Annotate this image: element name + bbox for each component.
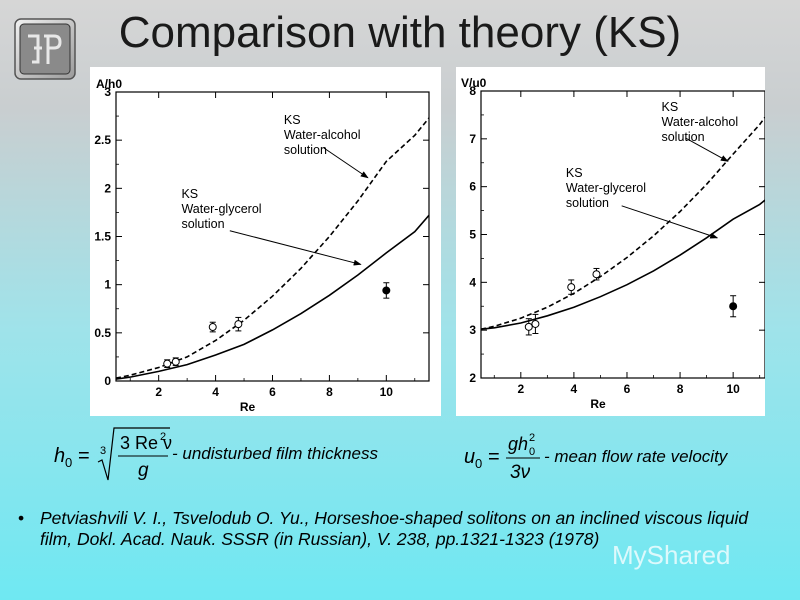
plot-frame — [115, 91, 430, 382]
x-tick-label: 4 — [571, 382, 578, 396]
theory-curve-solid — [481, 199, 765, 330]
x-tick-label: 8 — [326, 385, 333, 399]
formula-denominator: g — [138, 460, 149, 481]
y-tick-label: 6 — [469, 180, 476, 194]
data-point-open — [592, 270, 601, 279]
caption-mean-velocity: - mean flow rate velocity — [544, 447, 728, 466]
film-thickness-equation: h 0 = 3 3 Re ν 2 g — [54, 427, 172, 481]
x-tick-label: 10 — [726, 382, 740, 396]
data-point-open — [234, 320, 243, 329]
annotation-text: Water-glycerol — [566, 181, 646, 195]
y-axis-label: V/u0 — [461, 76, 487, 90]
data-point-open — [171, 357, 180, 366]
formula-denominator: 3ν — [510, 462, 531, 483]
data-point-open — [524, 322, 533, 331]
theory-curve-dashed — [481, 116, 765, 330]
theory-curve-dashed — [116, 117, 429, 379]
formula-lhs-sub: 0 — [475, 456, 482, 471]
data-point-open — [531, 319, 540, 328]
y-tick-label: 8 — [469, 84, 476, 98]
data-point-open — [567, 283, 576, 292]
y-tick-label: 3 — [469, 323, 476, 337]
formula-mean-velocity: u 0 = gh 2 0 3ν — [462, 428, 542, 484]
institute-logo — [14, 18, 76, 80]
formula-root-index: 3 — [100, 445, 106, 457]
annotation-text: solution — [661, 130, 704, 144]
annotation-text: Water-alcohol — [284, 128, 361, 142]
annotation-text: KS — [181, 187, 198, 201]
y-tick-label: 1 — [104, 278, 111, 292]
chart-panel-velocity: 2 3 4 5 6 7 8 2 4 6 8 10 V/u0 Re KS Water-alcohol soluti… — [456, 67, 766, 416]
y-tick-label: 2.5 — [94, 133, 111, 147]
caption-film-thickness: - undisturbed film thickness — [172, 444, 378, 463]
formula-film-thickness: h 0 = 3 3 Re ν 2 g — [52, 424, 172, 486]
annotation-arrow — [621, 205, 719, 239]
x-tick-label: 6 — [269, 385, 276, 399]
x-axis-label: Re — [590, 397, 606, 411]
x-tick-label: 2 — [517, 382, 524, 396]
x-tick-label: 6 — [624, 382, 631, 396]
y-tick-label: 1.5 — [94, 230, 111, 244]
chart-panel-amplitude: 0 0.5 1 1.5 2 2.5 3 2 4 6 8 10 A/h0 Re KS Water-alcohol… — [90, 67, 441, 416]
data-point-filled — [729, 302, 738, 311]
data-point-filled — [382, 286, 391, 295]
watermark: MyShared — [612, 540, 731, 570]
y-axis-label: A/h0 — [96, 77, 122, 91]
amplitude-chart: 00.511.522.532 4 6 8 10A/h0ReKSWater-alcohol… — [94, 77, 430, 414]
annotation-arrow — [323, 147, 369, 179]
slide-title: Comparison with theory (KS) — [118, 8, 682, 57]
x-tick-label: 10 — [380, 385, 394, 399]
formula-equals: = — [488, 446, 500, 468]
x-tick-label: 8 — [677, 382, 684, 396]
bullet: • — [18, 508, 25, 528]
reference-citation: • Petviashvili V. I., Tsvelodub O. Yu., … — [18, 508, 758, 550]
x-tick-label: 4 — [212, 385, 219, 399]
annotation-text: Water-alcohol — [661, 115, 738, 129]
annotation-text: solution — [566, 196, 609, 210]
data-point-open — [208, 323, 217, 332]
reference-text: Petviashvili V. I., Tsvelodub O. Yu., Ho… — [40, 508, 749, 549]
formula-numerator: gh — [508, 434, 528, 454]
annotation-arrow — [229, 230, 362, 266]
radical-sign — [97, 427, 170, 481]
annotation-text: solution — [284, 143, 327, 157]
y-tick-label: 2 — [104, 181, 111, 195]
formula-equals: = — [78, 445, 90, 467]
mean-velocity-equation: u 0 = gh 2 0 3ν — [464, 432, 540, 483]
formula-lhs: u — [464, 446, 475, 468]
y-tick-label: 2 — [469, 371, 476, 385]
formula-numerator: 3 Re ν — [120, 433, 172, 453]
annotation-text: KS — [284, 113, 301, 127]
data-point-open — [163, 359, 172, 368]
y-tick-label: 7 — [469, 132, 476, 146]
formula-numerator-sup: 2 — [529, 432, 535, 444]
annotation-text: KS — [566, 166, 583, 180]
formula-lhs-sub: 0 — [65, 455, 72, 470]
annotation-text: Water-glycerol — [181, 202, 261, 216]
y-tick-label: 4 — [469, 275, 476, 289]
formula-lhs: h — [54, 445, 65, 467]
theory-curve-solid — [116, 214, 429, 380]
x-axis-label: Re — [240, 400, 256, 414]
annotation-text: solution — [181, 217, 224, 231]
annotation-arrow — [685, 137, 729, 162]
y-tick-label: 0 — [104, 374, 111, 388]
y-tick-label: 5 — [469, 228, 476, 242]
annotation-text: KS — [661, 100, 678, 114]
y-tick-label: 0.5 — [94, 326, 111, 340]
formula-numerator-sub: 0 — [529, 446, 535, 458]
y-tick-label: 3 — [104, 85, 111, 99]
plot-frame — [480, 90, 766, 379]
formula-numerator-sup: 2 — [160, 431, 166, 443]
x-tick-label: 2 — [155, 385, 162, 399]
